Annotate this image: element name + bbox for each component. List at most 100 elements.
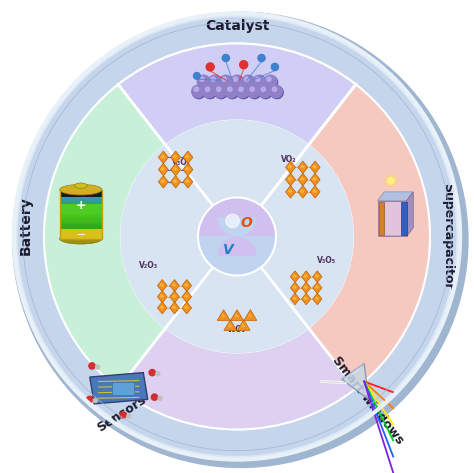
Circle shape (191, 85, 204, 98)
Ellipse shape (74, 183, 87, 188)
Polygon shape (90, 373, 148, 404)
Polygon shape (182, 302, 191, 314)
Circle shape (388, 177, 394, 184)
Circle shape (226, 86, 238, 98)
Polygon shape (292, 296, 297, 300)
Polygon shape (301, 282, 311, 294)
Polygon shape (159, 294, 164, 298)
Bar (401, 202, 407, 236)
Circle shape (232, 76, 244, 88)
Circle shape (149, 369, 155, 376)
Polygon shape (285, 161, 296, 174)
Circle shape (254, 76, 266, 88)
Text: Supercapacitor: Supercapacitor (441, 183, 455, 290)
Polygon shape (235, 313, 239, 317)
Polygon shape (160, 179, 165, 183)
Polygon shape (291, 293, 300, 305)
Polygon shape (221, 313, 226, 317)
Circle shape (204, 86, 216, 98)
Circle shape (194, 87, 199, 91)
Polygon shape (171, 175, 181, 188)
Polygon shape (300, 164, 305, 168)
Circle shape (267, 77, 271, 81)
Polygon shape (173, 166, 178, 171)
Circle shape (228, 87, 232, 91)
Circle shape (237, 86, 250, 98)
Polygon shape (184, 294, 189, 298)
Polygon shape (185, 166, 190, 171)
Circle shape (226, 214, 239, 228)
Text: VO₂: VO₂ (281, 155, 297, 164)
Circle shape (209, 75, 221, 88)
Polygon shape (224, 320, 237, 331)
Polygon shape (313, 293, 322, 305)
Circle shape (13, 12, 468, 467)
Polygon shape (173, 154, 178, 158)
Bar (60, 204, 102, 207)
Wedge shape (118, 44, 356, 145)
Circle shape (240, 61, 248, 69)
Text: +: + (75, 199, 86, 212)
Bar (379, 202, 384, 236)
Polygon shape (170, 280, 179, 292)
Bar (60, 226, 102, 229)
Circle shape (214, 85, 227, 98)
Polygon shape (314, 274, 319, 278)
Circle shape (44, 44, 430, 429)
Circle shape (206, 63, 214, 71)
Bar (60, 190, 102, 239)
Polygon shape (183, 175, 193, 188)
Circle shape (260, 86, 272, 98)
Text: V: V (223, 243, 234, 257)
Circle shape (203, 85, 215, 98)
Polygon shape (172, 294, 176, 298)
Polygon shape (312, 189, 317, 193)
Polygon shape (285, 185, 296, 198)
Polygon shape (157, 280, 167, 292)
Polygon shape (158, 175, 168, 188)
Polygon shape (185, 154, 190, 158)
Polygon shape (301, 271, 311, 282)
Polygon shape (385, 202, 401, 236)
Polygon shape (313, 271, 322, 282)
Polygon shape (182, 280, 191, 292)
Circle shape (93, 398, 97, 403)
Circle shape (248, 86, 261, 98)
Bar (378, 201, 407, 236)
Polygon shape (312, 176, 317, 181)
Polygon shape (300, 176, 305, 181)
Polygon shape (182, 291, 191, 303)
Wedge shape (218, 236, 256, 256)
Circle shape (250, 87, 255, 91)
Bar (112, 382, 134, 395)
Polygon shape (292, 274, 297, 278)
Polygon shape (217, 310, 230, 320)
Circle shape (222, 54, 229, 61)
Circle shape (14, 13, 460, 460)
Text: Battery: Battery (19, 196, 33, 255)
Polygon shape (314, 285, 319, 289)
Circle shape (211, 77, 215, 81)
Circle shape (192, 86, 205, 98)
Polygon shape (285, 174, 296, 186)
Text: Smart windows: Smart windows (329, 354, 406, 447)
Circle shape (255, 77, 260, 81)
Circle shape (121, 121, 353, 352)
Polygon shape (230, 310, 244, 320)
Bar (60, 197, 102, 200)
Circle shape (87, 396, 93, 403)
Polygon shape (173, 179, 178, 183)
Polygon shape (160, 154, 165, 158)
Circle shape (210, 76, 222, 88)
Bar (60, 228, 102, 231)
Circle shape (258, 54, 265, 61)
Bar (60, 217, 102, 219)
Wedge shape (118, 328, 356, 429)
Circle shape (18, 18, 456, 455)
Polygon shape (248, 313, 253, 317)
Polygon shape (287, 164, 292, 168)
Bar (60, 214, 102, 217)
Polygon shape (172, 282, 176, 287)
Polygon shape (184, 305, 189, 309)
Bar (60, 194, 102, 197)
